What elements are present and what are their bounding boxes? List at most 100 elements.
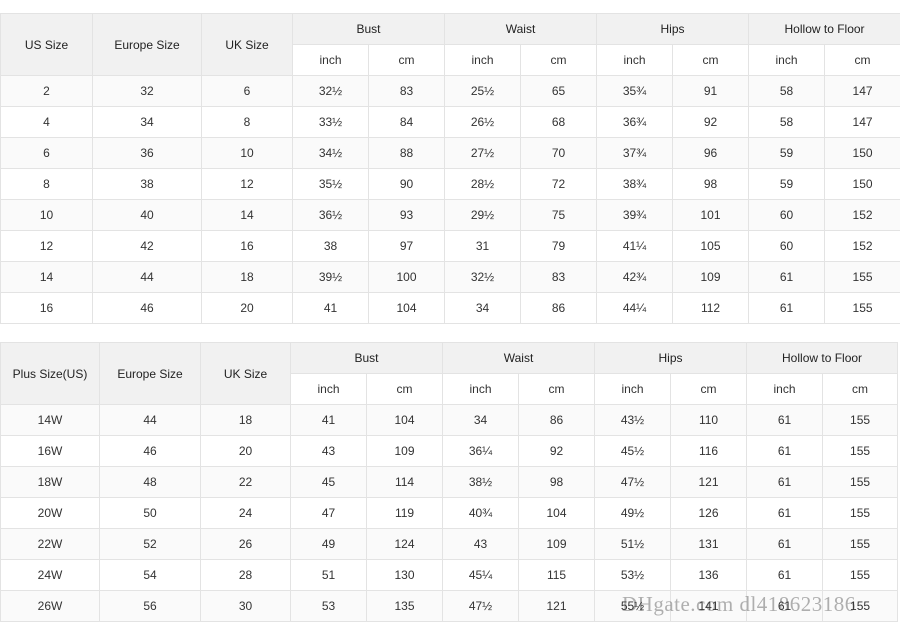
table-cell: 61 <box>746 466 824 498</box>
table-cell: 14 <box>201 199 293 231</box>
table-cell: 34 <box>444 292 522 324</box>
table-cell: 35½ <box>292 168 369 200</box>
table-cell: 104 <box>367 292 446 324</box>
table-row: 6 36 10 34½ 88 27½ 70 37¾ 96 59 150 <box>0 137 900 169</box>
table-cell: 47 <box>290 497 367 529</box>
table-cell: 41 <box>292 292 369 324</box>
table-cell: 135 <box>365 590 444 622</box>
table-cell: 51½ <box>594 528 672 560</box>
table-cell: 155 <box>822 404 899 436</box>
table-cell: 131 <box>670 528 748 560</box>
table-cell: 116 <box>670 435 748 467</box>
table-cell: 12 <box>0 230 93 262</box>
unit-header: cm <box>670 373 748 405</box>
table-cell: 96 <box>672 137 750 169</box>
table-cell: 29½ <box>444 199 522 231</box>
column-header: Bust <box>289 342 444 374</box>
plus-size-table: Plus Size(US) Europe Size UK Size Bust Waist… <box>0 342 899 622</box>
table-cell: 50 <box>99 497 201 529</box>
table-cell: 110 <box>670 404 748 436</box>
table-row: 8 38 12 35½ 90 28½ 72 38¾ 98 59 150 <box>0 168 900 200</box>
table-cell: 45 <box>290 466 367 498</box>
table-cell: 20W <box>0 497 100 529</box>
table-row: 16W 46 20 43 109 36¼ 92 45½ 116 61 155 <box>0 435 899 467</box>
table-cell: 44 <box>99 404 201 436</box>
table-cell: 114 <box>365 466 444 498</box>
table-cell: 34 <box>442 404 520 436</box>
standard-size-table: US Size Europe Size UK Size Bust Waist Hips Ho… <box>0 13 900 324</box>
table-cell: 44 <box>92 261 202 293</box>
table-cell: 28½ <box>444 168 522 200</box>
unit-row: inch cm inch cm inch cm inch cm <box>1 44 900 76</box>
table-cell: 92 <box>518 435 596 467</box>
table-cell: 155 <box>822 590 899 622</box>
table-row: 2 32 6 32½ 83 25½ 65 35¾ 91 58 147 <box>0 75 900 107</box>
table-cell: 43 <box>442 528 520 560</box>
table-cell: 91 <box>672 75 750 107</box>
table-cell: 86 <box>520 292 598 324</box>
table-cell: 39¾ <box>596 199 674 231</box>
column-header: Waist <box>442 342 596 374</box>
table-cell: 22 <box>200 466 291 498</box>
table-cell: 16 <box>201 230 293 262</box>
table-cell: 41 <box>290 404 367 436</box>
unit-header: cm <box>672 44 750 76</box>
table-cell: 55½ <box>594 590 672 622</box>
table-cell: 18 <box>201 261 293 293</box>
table-cell: 150 <box>824 137 900 169</box>
table-cell: 18W <box>0 466 100 498</box>
table-row: 18W 48 22 45 114 38½ 98 47½ 121 61 155 <box>0 466 899 498</box>
table-cell: 14 <box>0 261 93 293</box>
table-cell: 61 <box>746 404 824 436</box>
unit-header: inch <box>292 44 369 76</box>
table-cell: 43½ <box>594 404 672 436</box>
table-cell: 152 <box>824 199 900 231</box>
table-cell: 141 <box>670 590 748 622</box>
table-cell: 36 <box>92 137 202 169</box>
table-cell: 53½ <box>594 559 672 591</box>
table-cell: 121 <box>670 466 748 498</box>
table-cell: 155 <box>824 292 900 324</box>
column-header: Hips <box>596 13 750 45</box>
table-cell: 105 <box>672 230 750 262</box>
table-cell: 36½ <box>292 199 369 231</box>
table-cell: 98 <box>672 168 750 200</box>
table-cell: 31 <box>444 230 522 262</box>
unit-header: cm <box>518 373 596 405</box>
table-row: 14 44 18 39½ 100 32½ 83 42¾ 109 61 155 <box>0 261 900 293</box>
table-cell: 38 <box>92 168 202 200</box>
table-cell: 42 <box>92 230 202 262</box>
table-row: 14W 44 18 41 104 34 86 43½ 110 61 155 <box>0 404 899 436</box>
table-cell: 10 <box>0 199 93 231</box>
table-cell: 61 <box>748 261 826 293</box>
unit-header: cm <box>824 44 900 76</box>
table-cell: 24 <box>200 497 291 529</box>
table-cell: 36¾ <box>596 106 674 138</box>
table-cell: 26½ <box>444 106 522 138</box>
table-cell: 45¼ <box>442 559 520 591</box>
table-cell: 147 <box>824 75 900 107</box>
watermark: DHgate.com dl418623186 <box>622 592 856 616</box>
table-row: 20W 50 24 47 119 40¾ 104 49½ 126 61 155 <box>0 497 899 529</box>
table-cell: 109 <box>672 261 750 293</box>
table-cell: 47½ <box>594 466 672 498</box>
table-cell: 65 <box>520 75 598 107</box>
table-cell: 109 <box>365 435 444 467</box>
table-cell: 38 <box>292 230 369 262</box>
unit-header: inch <box>442 373 520 405</box>
table-cell: 38¾ <box>596 168 674 200</box>
table-cell: 18 <box>200 404 291 436</box>
table-cell: 150 <box>824 168 900 200</box>
unit-row: inch cm inch cm inch cm inch cm <box>1 373 899 405</box>
column-header: Bust <box>291 13 446 45</box>
table-cell: 20 <box>200 435 291 467</box>
table-cell: 16W <box>0 435 100 467</box>
table-cell: 4 <box>0 106 93 138</box>
table-cell: 60 <box>748 199 826 231</box>
table-cell: 101 <box>672 199 750 231</box>
table-cell: 61 <box>746 559 824 591</box>
table-cell: 32½ <box>292 75 369 107</box>
table-cell: 92 <box>672 106 750 138</box>
table-cell: 40 <box>92 199 202 231</box>
table-cell: 58 <box>748 106 826 138</box>
